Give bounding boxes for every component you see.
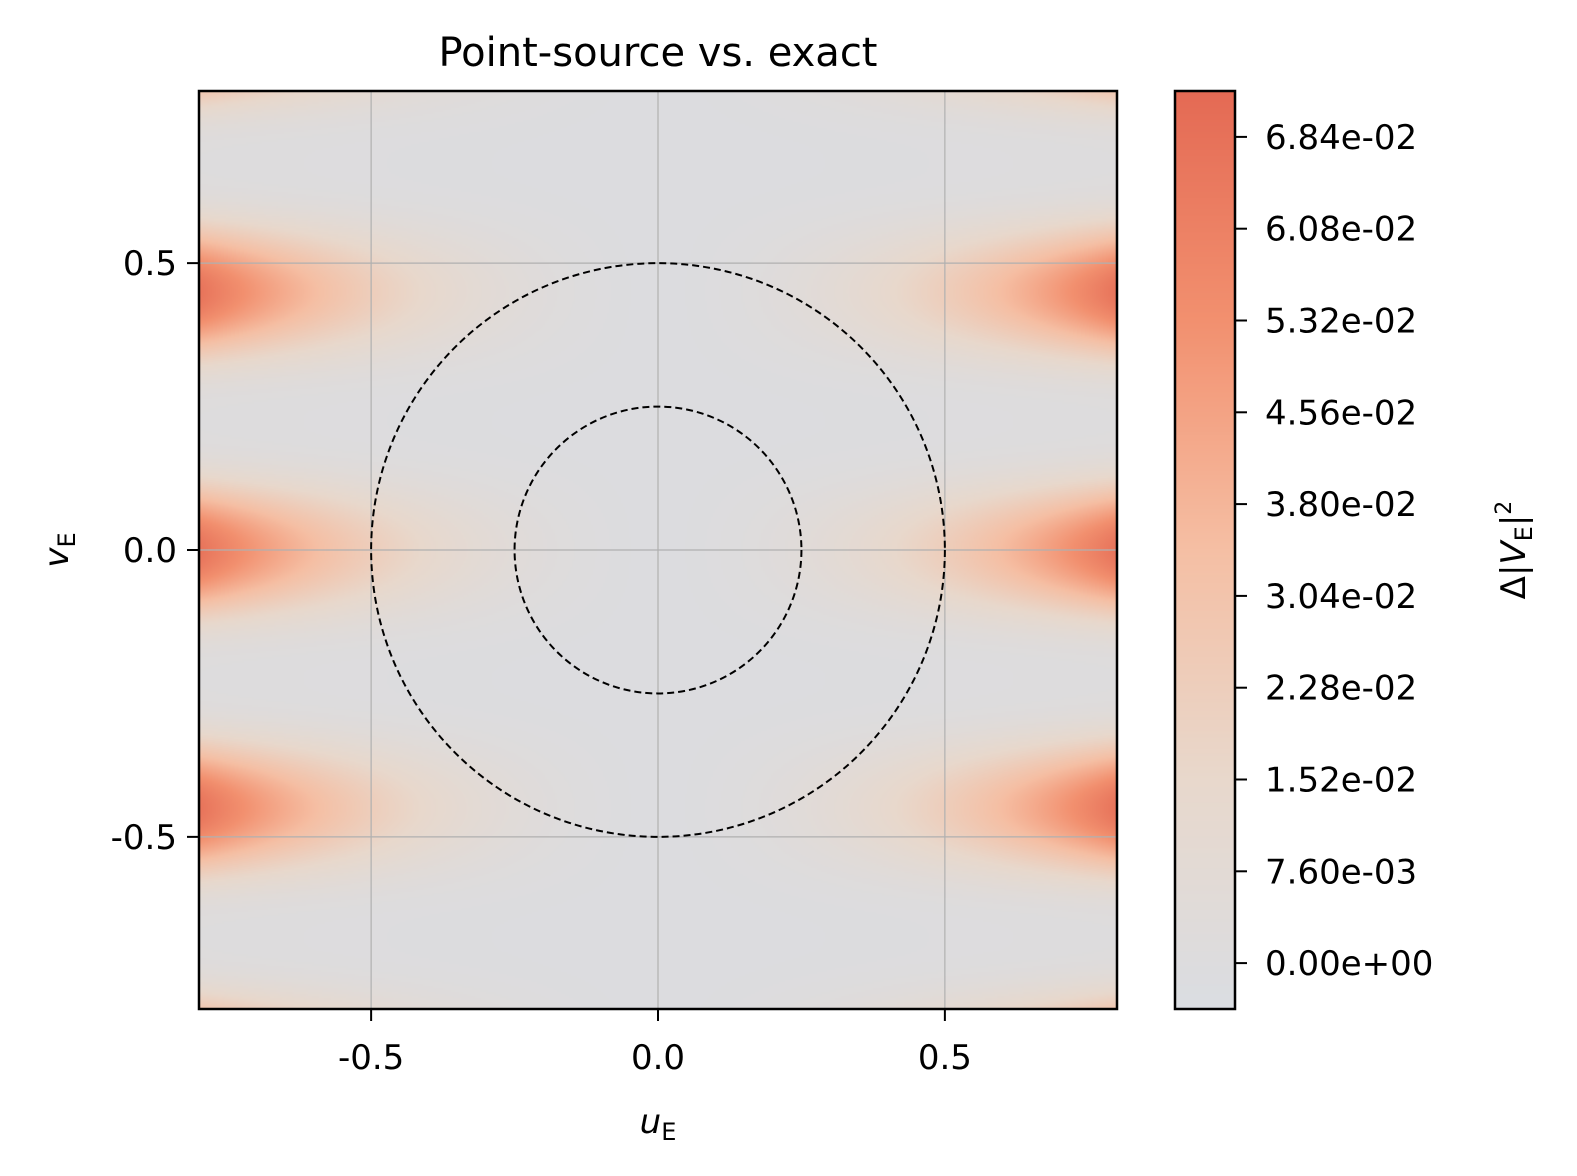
x-axis-label-main: u [640, 1102, 662, 1142]
y-axis-label: vE [37, 532, 81, 567]
grid-lines [199, 91, 1117, 1009]
colorbar-tick-label: 6.08e-02 [1265, 210, 1417, 250]
colorbar-tick-label: 4.56e-02 [1265, 393, 1417, 433]
colorbar-label-suffix: | [1494, 515, 1534, 526]
chart-title: Point-source vs. exact [438, 30, 877, 76]
colorbar-label-prefix: Δ| [1494, 565, 1534, 600]
y-axis-ticks: -0.5 0.0 0.5 [111, 244, 199, 858]
y-axis-label-main: v [37, 547, 77, 568]
colorbar-ticks: 0.00e+00 7.60e-03 1.52e-02 2.28e-02 3.04e-02… [1235, 118, 1433, 984]
colorbar-label-main: V [1494, 539, 1534, 565]
colorbar-label-sup: 2 [1492, 501, 1517, 515]
colorbar-tick-label: 2.28e-02 [1265, 669, 1417, 709]
colorbar-tick-label: 3.80e-02 [1265, 485, 1417, 525]
colorbar-tick-label: 3.04e-02 [1265, 577, 1417, 617]
y-tick-label: 0.5 [123, 244, 177, 284]
x-axis-label-sub: E [661, 1118, 676, 1146]
colorbar-tick-label: 6.84e-02 [1265, 118, 1417, 158]
colorbar-label-sub: E [1510, 526, 1538, 541]
colorbar-tick-label: 7.60e-03 [1265, 852, 1417, 892]
dashed-circle-1 [513, 405, 803, 695]
colorbar-tick-label: 5.32e-02 [1265, 302, 1417, 342]
y-tick-label: -0.5 [111, 818, 177, 858]
colorbar-gradient [1175, 91, 1235, 1009]
overlay-circles [370, 262, 946, 838]
y-axis-label-sub: E [53, 532, 81, 547]
colorbar-tick-label: 1.52e-02 [1265, 761, 1417, 801]
x-tick-label: 0.5 [918, 1038, 972, 1078]
y-tick-label: 0.0 [123, 531, 177, 571]
x-axis-ticks: -0.5 0.0 0.5 [338, 1009, 972, 1078]
dashed-circle-0 [370, 262, 946, 838]
x-tick-label: 0.0 [631, 1038, 685, 1078]
colorbar-frame [1173, 89, 1237, 1011]
colorbar-label: Δ|VE|2 [1492, 501, 1538, 600]
x-axis-label: uE [640, 1102, 677, 1146]
x-tick-label: -0.5 [338, 1038, 404, 1078]
colorbar-tick-label: 0.00e+00 [1265, 944, 1433, 984]
